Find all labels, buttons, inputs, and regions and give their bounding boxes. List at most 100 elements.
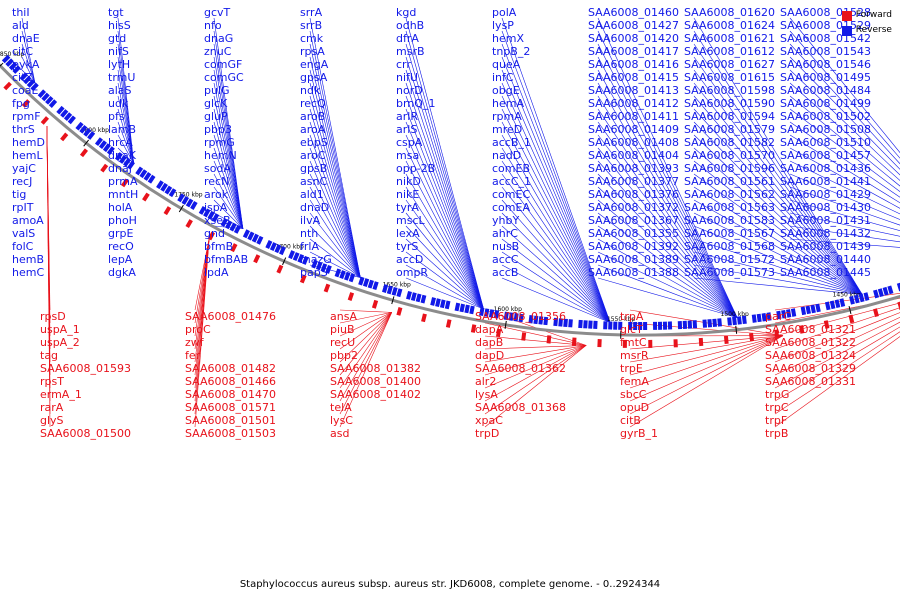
gene-label: hemC [12,266,44,279]
reverse-feature [858,293,865,303]
leader-line [774,307,900,350]
reverse-feature [30,82,39,92]
gene-label: folC [12,240,34,253]
reverse-feature [435,298,441,308]
leader-line [194,238,210,324]
reverse-feature [800,306,807,316]
gene-label: SAA6008_01615 [684,71,775,84]
leader-line [405,69,484,310]
gene-label: tnpB_2 [492,45,530,58]
reverse-feature [682,320,688,329]
gene-label: SAA6008_01321 [765,323,856,336]
forward-feature [597,339,602,348]
gene-label: SAA6008_01495 [780,71,871,84]
gene-label: xseB [204,214,231,227]
gene-label: opp-2B [396,162,435,175]
leader-line [693,108,863,295]
gene-label: recU [330,336,355,349]
gene-label: nifS [108,45,129,58]
reverse-feature [139,169,148,179]
gene-label: lysP [492,19,514,32]
gene-label: cspA [396,136,423,149]
leader-line [46,126,51,428]
gene-label: citZ [12,71,33,84]
reverse-feature [756,313,762,323]
forward-feature [470,324,477,333]
leader-line [21,17,36,84]
gene-label: grpE [108,227,133,240]
gene-label: SAA6008_01593 [40,362,131,375]
gene-label: SAA6008_01412 [588,97,679,110]
leader-line [789,69,900,176]
gene-label: obgE [492,84,520,97]
leader-line [789,56,900,170]
reverse-feature [538,316,544,325]
gene-label: hemL [12,149,43,162]
gene-label: SAA6008_01324 [765,349,856,362]
reverse-feature [102,143,111,153]
gene-label: yajC [12,162,36,175]
reverse-feature [315,261,323,271]
reverse-feature [588,320,593,329]
gene-label: SAA6008_01329 [765,362,856,375]
reverse-feature [325,264,332,274]
gene-label: udk [108,97,129,110]
gene-label: asnC [300,175,327,188]
leader-line [789,108,900,193]
forward-feature [396,307,403,316]
leader-line [501,95,611,323]
gene-label: rarA [40,401,64,414]
reverse-feature [181,195,190,205]
gene-label: dnaE [12,32,40,45]
gene-label: norD [396,84,423,97]
reverse-feature [776,310,782,320]
gene-label: SAA6008_01502 [780,110,871,123]
gene-label: dnaD [300,201,329,214]
reverse-feature [8,61,18,71]
gene-label: trpE [620,362,643,375]
forward-feature [253,254,261,264]
forward-feature [648,339,653,348]
leader-line [774,326,900,402]
reverse-feature [493,310,500,319]
axis-tick-label: 1850 kbp [0,51,25,58]
gene-label: SAA6008_01484 [780,84,871,97]
gene-label: gpsB [300,162,327,175]
gene-label: SAA6008_01621 [684,32,775,45]
gene-label: glcK [204,97,228,110]
gene-label: SAA6008_01355 [588,227,679,240]
leader-line [405,186,484,310]
forward-feature [673,339,678,348]
leader-line [339,312,392,363]
gene-label: SAA6008_01430 [780,201,871,214]
leader-line [597,17,738,318]
reverse-feature [147,174,156,184]
gene-label: pfs [108,110,125,123]
axis-tick-label: 1450 kbp [833,291,861,298]
reverse-feature [156,180,164,190]
reverse-feature [83,128,92,137]
leader-line [117,134,134,164]
leader-line [213,173,244,229]
gene-label: ompR [396,266,428,279]
reverse-feature [67,115,76,125]
reverse-feature [608,321,613,330]
leader-line [309,17,361,278]
leader-line [597,147,738,318]
gene-features [1,54,900,348]
gene-label: SAA6008_01402 [330,388,421,401]
reverse-feature [717,318,722,327]
gene-label: SAA6008_01596 [684,162,775,175]
leader-line [213,43,244,229]
gene-label: rpmF [12,110,41,123]
forward-feature [40,116,49,125]
reverse-feature [358,276,365,286]
leader-line [597,264,738,318]
legend-label-forward: Forward [855,10,892,20]
axis-tick-label: 1750 kbp [174,192,202,199]
gene-label: dapA [475,323,504,336]
gene-label: dnaG [204,32,233,45]
gene-label: SAA6008_01476 [185,310,276,323]
leader-line [693,147,863,295]
gene-label: accB [492,266,518,279]
